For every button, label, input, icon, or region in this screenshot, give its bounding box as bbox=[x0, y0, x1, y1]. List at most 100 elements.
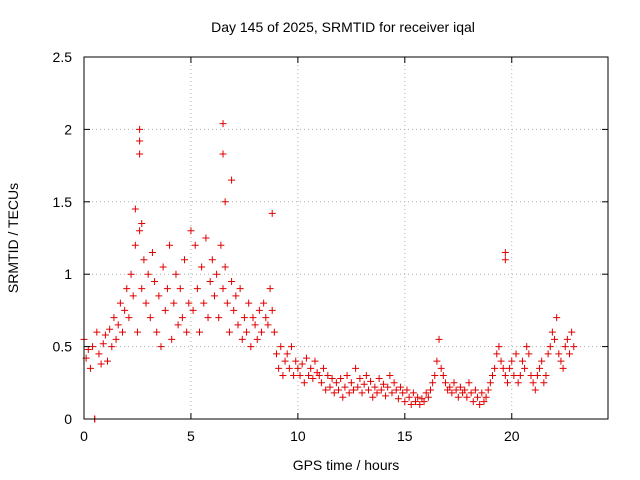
data-point bbox=[454, 393, 462, 401]
data-point bbox=[202, 234, 210, 242]
data-point bbox=[452, 386, 460, 394]
data-point bbox=[542, 372, 550, 380]
data-point bbox=[527, 372, 535, 380]
data-point bbox=[189, 306, 197, 314]
data-point bbox=[287, 343, 295, 351]
data-point bbox=[480, 398, 488, 406]
data-point bbox=[343, 372, 351, 380]
data-point bbox=[405, 393, 413, 401]
data-point bbox=[450, 379, 458, 387]
axis-ticks: 0 5 10 15 20 0 0.5 1 1.5 2 2.5 bbox=[53, 49, 608, 444]
data-point bbox=[163, 285, 171, 293]
data-point bbox=[101, 331, 109, 339]
data-point bbox=[93, 328, 101, 336]
data-point bbox=[439, 372, 447, 380]
data-point bbox=[412, 398, 420, 406]
data-point bbox=[311, 357, 319, 365]
data-point bbox=[384, 383, 392, 391]
data-point bbox=[268, 209, 276, 217]
data-point bbox=[221, 198, 229, 206]
data-point bbox=[99, 340, 107, 348]
data-point bbox=[110, 314, 118, 322]
data-point bbox=[133, 328, 141, 336]
data-point bbox=[86, 364, 94, 372]
data-point bbox=[198, 263, 206, 271]
data-point bbox=[168, 335, 176, 343]
y-tick-label: 0 bbox=[64, 411, 72, 427]
data-point bbox=[183, 328, 191, 336]
data-point bbox=[570, 343, 578, 351]
data-point bbox=[392, 386, 400, 394]
data-point bbox=[469, 398, 477, 406]
chart-title: Day 145 of 2025, SRMTID for receiver iqa… bbox=[211, 19, 475, 35]
data-point bbox=[345, 389, 353, 397]
data-point bbox=[264, 321, 272, 329]
data-point bbox=[367, 377, 375, 385]
data-point bbox=[270, 328, 278, 336]
data-point bbox=[260, 299, 268, 307]
data-point bbox=[315, 372, 323, 380]
data-point bbox=[234, 321, 242, 329]
data-point bbox=[503, 379, 511, 387]
y-axis-title: SRMTID / TECUs bbox=[5, 183, 21, 293]
data-point bbox=[161, 306, 169, 314]
data-point bbox=[465, 379, 473, 387]
data-point bbox=[499, 364, 507, 372]
data-point bbox=[486, 379, 494, 387]
data-point bbox=[362, 372, 370, 380]
data-point bbox=[489, 372, 497, 380]
data-point bbox=[354, 383, 362, 391]
data-point bbox=[136, 137, 144, 145]
data-point bbox=[546, 343, 554, 351]
data-point bbox=[95, 350, 103, 358]
data-point bbox=[501, 372, 509, 380]
data-point bbox=[337, 374, 345, 382]
data-point bbox=[146, 314, 154, 322]
data-point bbox=[204, 314, 212, 322]
data-point bbox=[121, 306, 129, 314]
data-point bbox=[407, 401, 415, 409]
data-point bbox=[422, 389, 430, 397]
data-point bbox=[478, 389, 486, 397]
data-point bbox=[369, 393, 377, 401]
data-point bbox=[195, 328, 203, 336]
data-point bbox=[364, 386, 372, 394]
data-point bbox=[187, 227, 195, 235]
data-point bbox=[437, 364, 445, 372]
data-point bbox=[531, 386, 539, 394]
x-axis-title: GPS time / hours bbox=[293, 457, 400, 473]
data-point bbox=[127, 270, 135, 278]
data-point bbox=[219, 120, 227, 128]
data-point bbox=[292, 357, 300, 365]
data-point bbox=[153, 328, 161, 336]
data-point bbox=[467, 389, 475, 397]
data-point bbox=[482, 393, 490, 401]
data-point bbox=[456, 383, 464, 391]
data-point bbox=[358, 389, 366, 397]
data-point bbox=[435, 335, 443, 343]
x-tick-label: 15 bbox=[397, 428, 413, 444]
data-point bbox=[557, 357, 565, 365]
data-point bbox=[300, 379, 308, 387]
data-point bbox=[238, 335, 246, 343]
data-point bbox=[114, 321, 122, 329]
data-point bbox=[501, 248, 509, 256]
data-point bbox=[302, 354, 310, 362]
data-point bbox=[170, 299, 178, 307]
data-point bbox=[510, 372, 518, 380]
data-point bbox=[97, 360, 105, 368]
data-point bbox=[551, 335, 559, 343]
data-point bbox=[379, 380, 387, 388]
data-point bbox=[142, 299, 150, 307]
data-point bbox=[431, 372, 439, 380]
data-point bbox=[140, 256, 148, 264]
data-point bbox=[275, 364, 283, 372]
data-point bbox=[285, 364, 293, 372]
data-point bbox=[548, 328, 556, 336]
data-point bbox=[375, 374, 383, 382]
data-point bbox=[290, 372, 298, 380]
data-point bbox=[326, 383, 334, 391]
data-point bbox=[335, 386, 343, 394]
data-point bbox=[298, 360, 306, 368]
